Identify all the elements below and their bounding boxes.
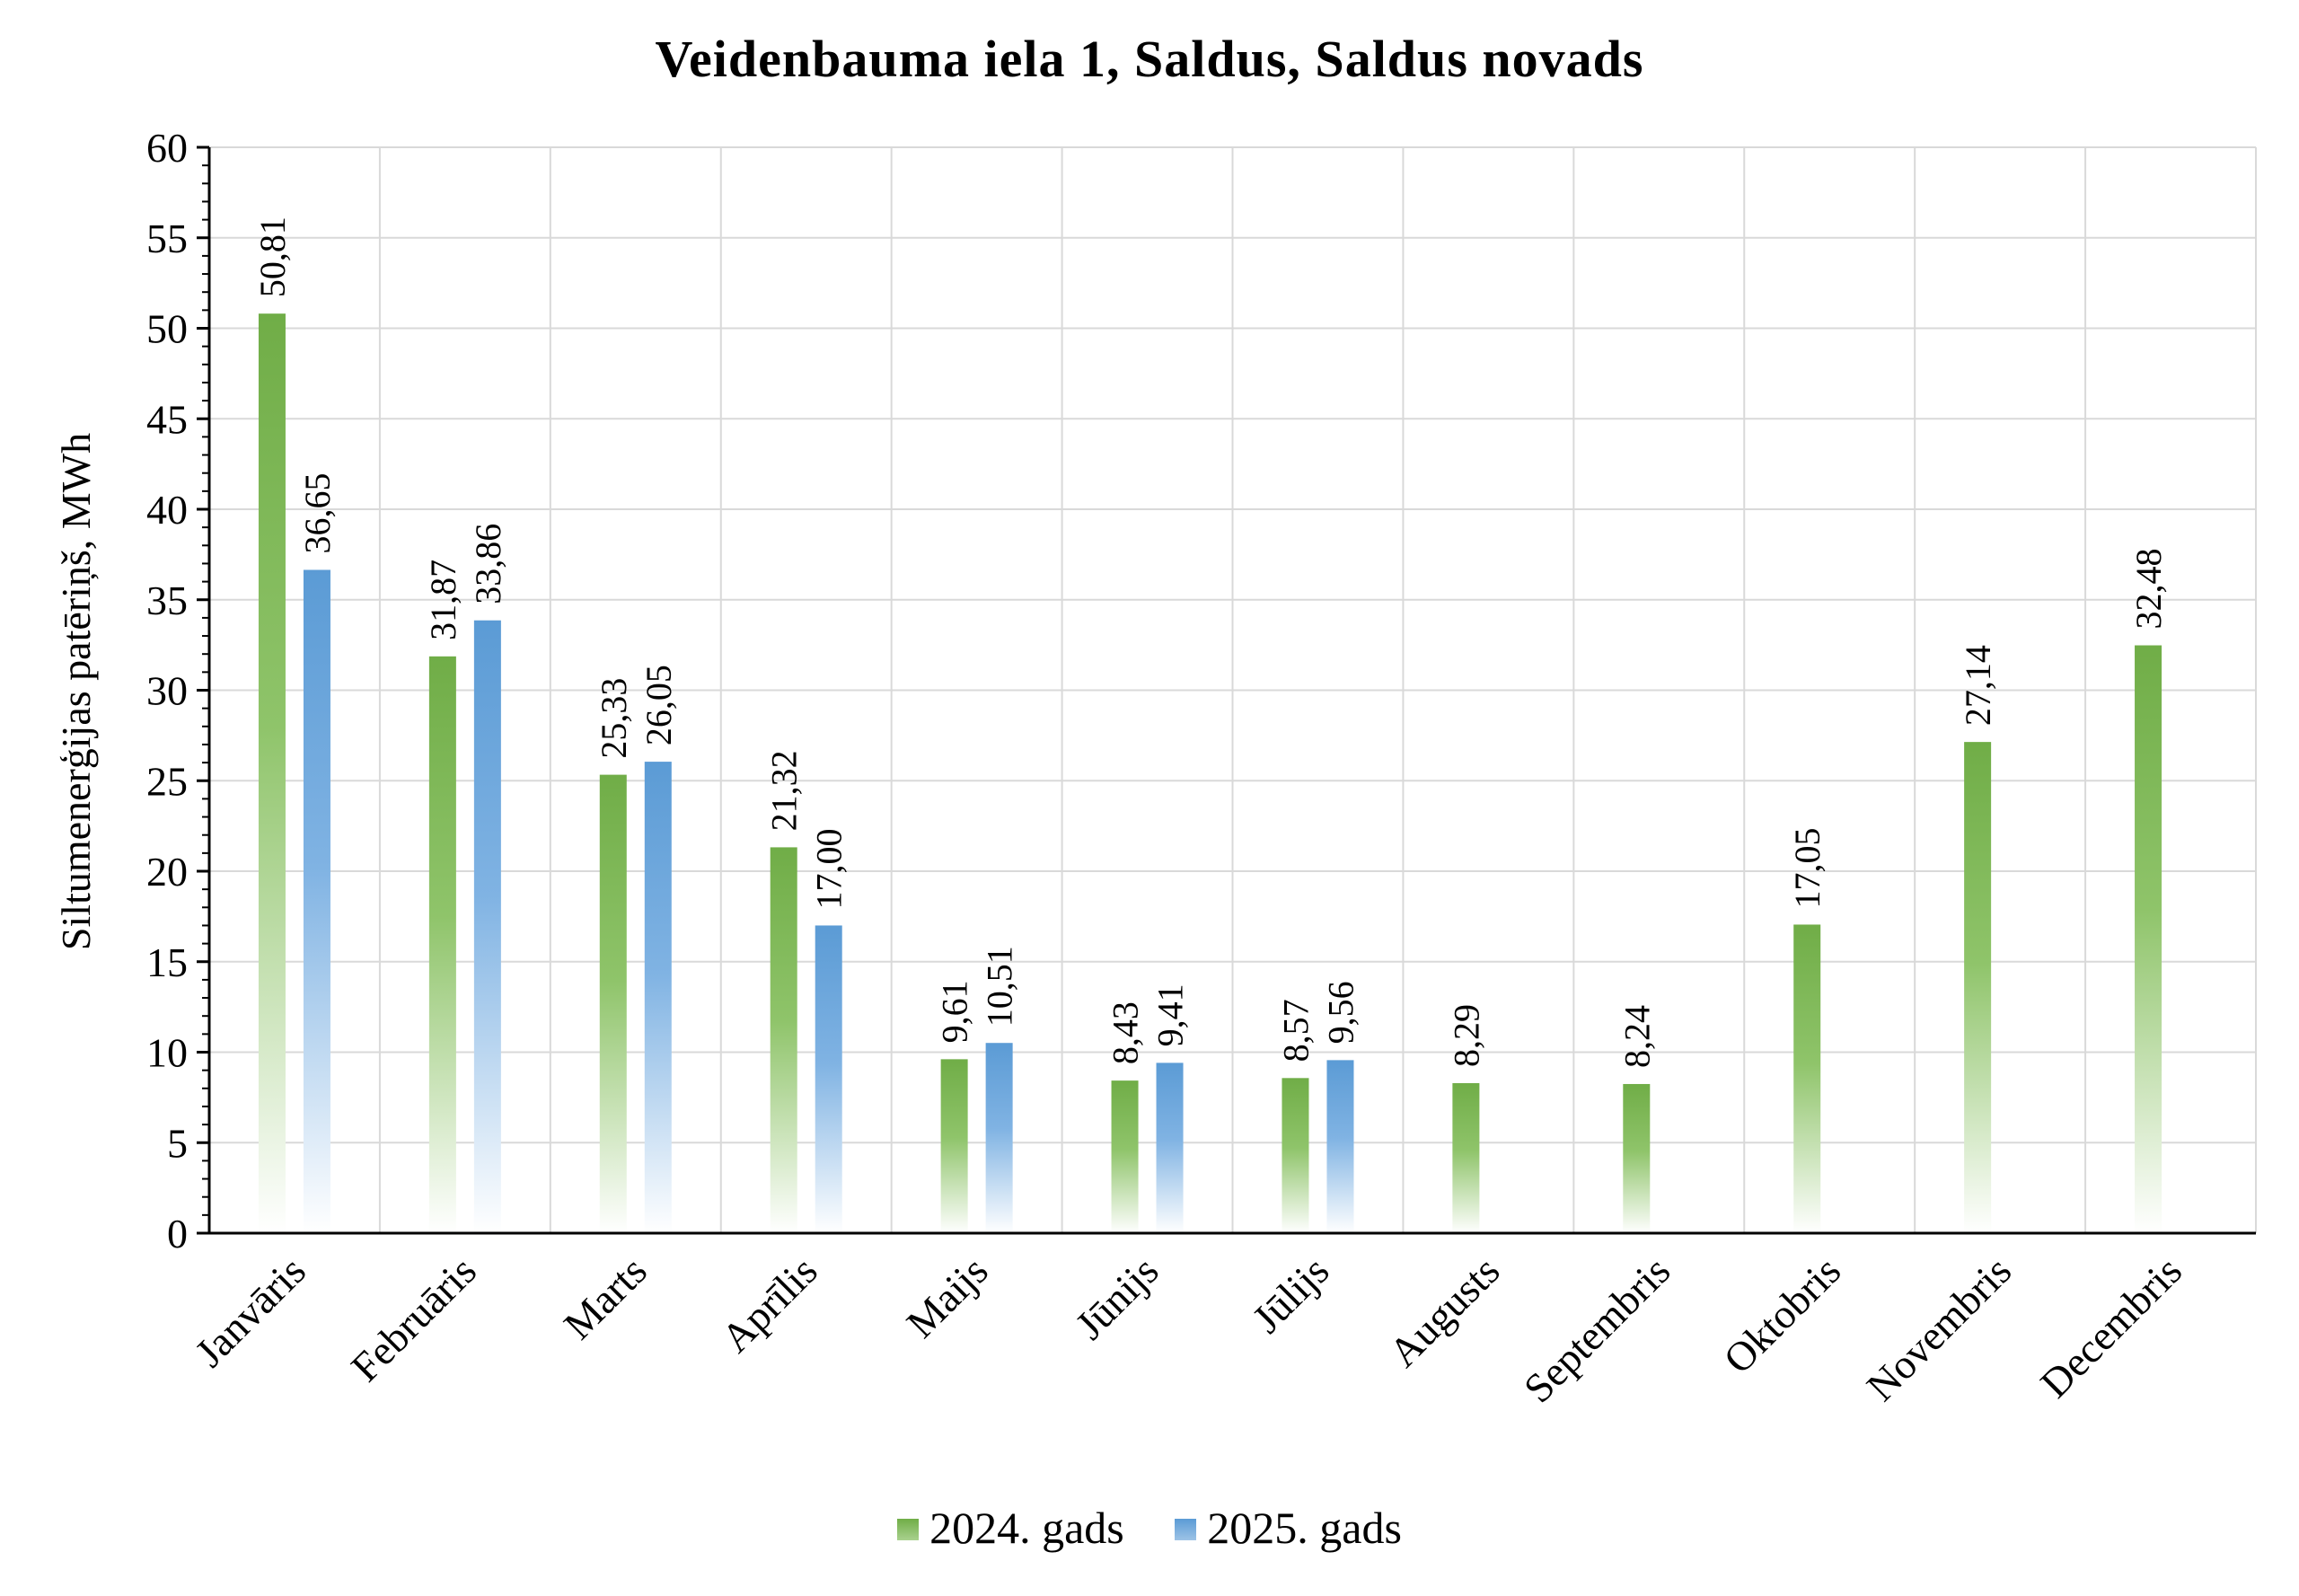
bar-2025-4	[985, 1043, 1013, 1233]
bar-2024-3	[770, 847, 797, 1233]
x-tick-label: Marts	[555, 1248, 656, 1348]
y-tick-label: 55	[146, 216, 188, 261]
bar-2024-0	[258, 313, 286, 1234]
data-label: 21,32	[764, 750, 805, 831]
x-tick-label: Jūnijs	[1067, 1248, 1167, 1348]
data-label: 26,05	[639, 665, 679, 745]
y-tick-label: 40	[146, 487, 188, 533]
x-tick-label: Decembris	[2031, 1248, 2190, 1406]
y-tick-label: 10	[146, 1030, 188, 1076]
bar-2025-0	[303, 569, 330, 1233]
y-tick-label: 15	[146, 939, 188, 985]
data-label: 50,81	[252, 216, 293, 297]
x-tick-label: Janvāris	[186, 1248, 314, 1376]
x-tick-label: Oktobris	[1714, 1248, 1849, 1382]
data-label: 33,86	[468, 524, 508, 604]
x-tick-label: Augusts	[1380, 1248, 1509, 1376]
bar-2025-2	[644, 762, 672, 1233]
axes: 0 5 10 15 20 25 30 35 40 45 50 55 60 Janvāris Februāri…	[146, 125, 2256, 1411]
legend-item-2025: 2025. gads	[1175, 1502, 1402, 1554]
data-label: 10,51	[980, 946, 1020, 1027]
bar-2025-6	[1326, 1060, 1354, 1233]
y-axis-title: Siltumenerģijas patēriņš, MWh	[53, 433, 99, 950]
data-label: 9,41	[1150, 983, 1191, 1046]
y-tick-label: 20	[146, 849, 188, 895]
y-tick-label: 0	[167, 1211, 188, 1257]
data-label: 9,61	[935, 980, 975, 1043]
chart-title: Veidenbauma iela 1, Saldus, Saldus novad…	[655, 30, 1644, 88]
data-label: 17,00	[809, 828, 850, 909]
bar-2024-10	[1964, 742, 1992, 1233]
legend-swatch-2024	[897, 1518, 920, 1540]
x-tick-label: Novembris	[1858, 1248, 2021, 1410]
bar-2025-3	[815, 925, 842, 1233]
data-label: 25,33	[594, 678, 634, 759]
grid-lines	[209, 146, 2257, 1233]
data-label: 27,14	[1958, 645, 1998, 726]
legend-swatch-2025	[1175, 1518, 1197, 1540]
y-tick-label: 30	[146, 668, 188, 714]
bar-2024-7	[1452, 1082, 1480, 1233]
legend-label-2025: 2025. gads	[1207, 1503, 1402, 1553]
bars	[258, 313, 2162, 1234]
data-labels: 50,81 31,87 25,33 21,32 9,61 8,43 8,57 8,29 8,24…	[252, 216, 2169, 1068]
legend-label-2024: 2024. gads	[929, 1503, 1124, 1553]
bar-2024-9	[1793, 924, 1821, 1233]
data-label: 8,43	[1105, 1001, 1146, 1064]
data-label: 31,87	[423, 560, 463, 640]
bar-2024-6	[1282, 1078, 1309, 1233]
legend: 2024. gads 2025. gads	[0, 1502, 2299, 1554]
bar-2024-2	[599, 774, 627, 1233]
legend-item-2024: 2024. gads	[897, 1502, 1124, 1554]
data-label: 8,29	[1446, 1004, 1486, 1067]
y-tick-label: 35	[146, 578, 188, 623]
bar-2025-5	[1156, 1063, 1184, 1233]
data-label: 9,56	[1320, 981, 1361, 1044]
y-tick-label: 50	[146, 306, 188, 352]
bar-2025-1	[473, 620, 501, 1233]
data-label: 36,65	[297, 473, 338, 554]
bar-2024-5	[1111, 1080, 1139, 1233]
y-tick-label: 5	[167, 1120, 188, 1166]
bar-2024-8	[1623, 1083, 1651, 1233]
data-label: 32,48	[2128, 549, 2169, 630]
y-tick-label: 45	[146, 396, 188, 442]
x-tick-label: Jūlijs	[1244, 1248, 1338, 1342]
x-tick-label: Februāris	[342, 1248, 485, 1390]
data-label: 8,24	[1616, 1005, 1657, 1068]
x-tick-label: Septembris	[1515, 1248, 1678, 1411]
bar-2024-11	[2135, 645, 2162, 1233]
y-tick-label: 25	[146, 758, 188, 804]
bar-2024-1	[428, 656, 456, 1233]
x-tick-label: Maijs	[898, 1248, 997, 1346]
data-label: 17,05	[1787, 827, 1828, 908]
bar-2024-4	[940, 1059, 968, 1233]
data-label: 8,57	[1275, 999, 1316, 1062]
x-tick-label: Aprīlis	[712, 1248, 825, 1361]
y-tick-label: 60	[146, 125, 188, 171]
